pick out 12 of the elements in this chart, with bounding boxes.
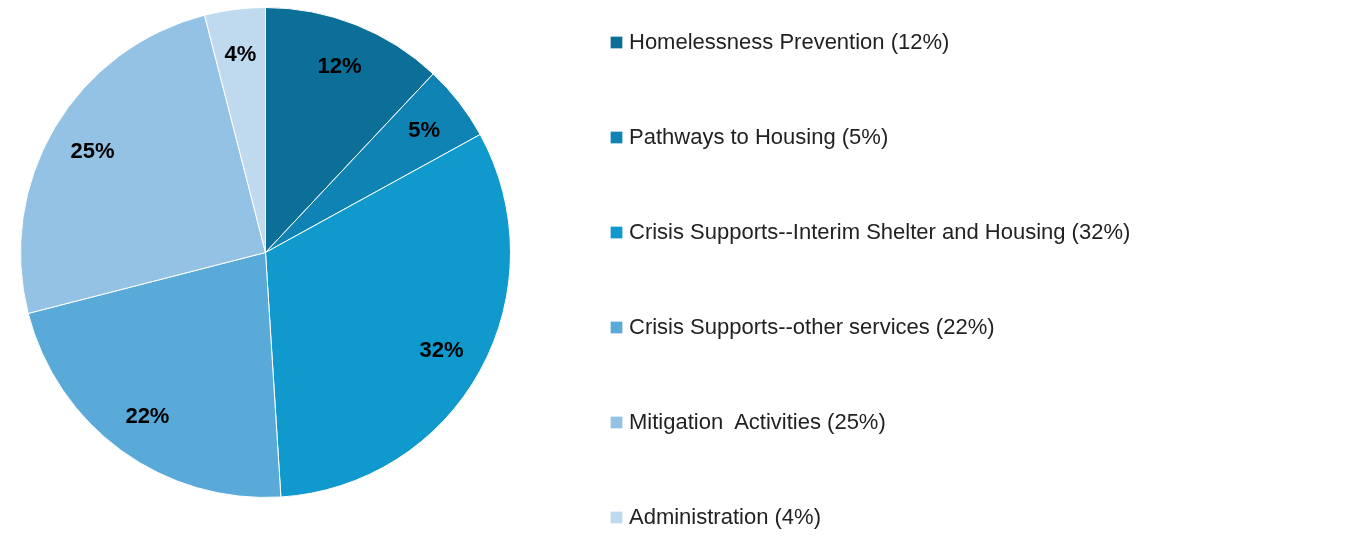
data-label: 25% xyxy=(70,137,115,163)
legend-label: Crisis Supports--other services (22%) xyxy=(629,314,995,340)
data-label: 5% xyxy=(408,116,441,142)
data-label: 12% xyxy=(317,53,362,79)
legend-label: Homelessness Prevention (12%) xyxy=(629,29,950,55)
legend-label: Pathways to Housing (5%) xyxy=(629,124,889,150)
legend-label: Crisis Supports--Interim Shelter and Housing (32%) xyxy=(629,219,1131,245)
legend-label: Administration (4%) xyxy=(629,504,821,530)
data-label: 4% xyxy=(224,40,257,66)
data-label: 32% xyxy=(419,336,464,362)
legend-label: Mitigation Activities (25%) xyxy=(629,409,886,435)
data-label: 22% xyxy=(125,402,170,428)
